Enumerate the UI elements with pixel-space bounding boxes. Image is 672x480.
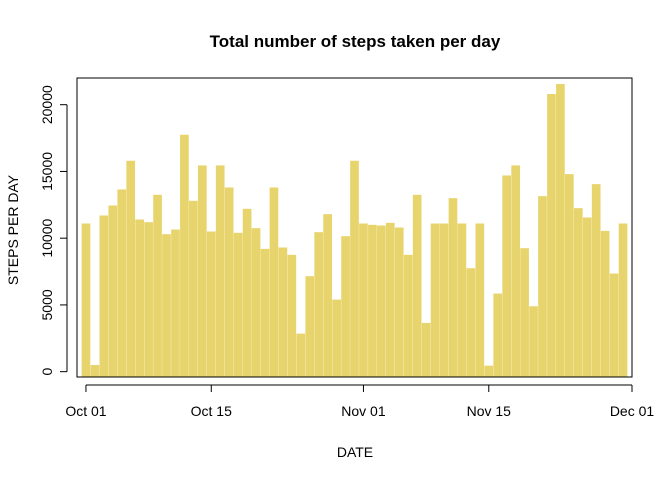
bar-2012-11-24: [565, 174, 574, 377]
bar-2012-10-03: [99, 215, 109, 377]
bar-2012-10-10: [162, 234, 171, 377]
bar-2012-11-06: [403, 254, 413, 377]
bar-2012-10-04: [108, 205, 118, 377]
bar-2012-11-16: [493, 293, 503, 377]
bar-2012-11-02: [368, 224, 377, 377]
x-axis-label: DATE: [337, 444, 373, 460]
bar-2012-11-21: [538, 196, 547, 377]
bar-2012-10-14: [197, 165, 207, 377]
bar-2012-10-19: [242, 208, 252, 377]
plot-area-border: [76, 77, 633, 378]
bar-2012-10-24: [287, 254, 297, 377]
x-tick-label-2012-11-15: Nov 15: [467, 403, 512, 419]
bar-2012-11-11: [448, 198, 458, 377]
x-tick-label-2012-11-01: Nov 01: [341, 403, 386, 419]
bar-2012-11-05: [394, 227, 404, 377]
bar-2012-11-08: [421, 322, 431, 377]
bar-2012-10-21: [260, 248, 270, 377]
bar-2012-11-13: [466, 268, 476, 377]
bar-2012-10-30: [341, 236, 350, 377]
bar-2012-10-01: [81, 223, 91, 377]
bar-2012-11-04: [385, 222, 395, 377]
bar-2012-11-18: [511, 165, 520, 377]
bar-2012-11-27: [591, 184, 601, 377]
y-tick-label-15000: 15000: [39, 152, 55, 191]
bar-2012-11-03: [377, 225, 386, 377]
bar-2012-10-07: [135, 219, 144, 377]
bar-2012-11-25: [573, 208, 583, 377]
bar-2012-10-15: [206, 231, 216, 377]
bar-2012-10-13: [189, 200, 198, 377]
bar-2012-11-07: [412, 194, 422, 377]
bar-2012-10-02: [90, 364, 100, 377]
chart-title: Total number of steps taken per day: [210, 32, 501, 51]
bar-2012-10-17: [224, 187, 234, 377]
bar-2012-11-29: [609, 273, 619, 377]
bars-group: [81, 84, 628, 378]
bar-2012-10-27: [314, 232, 324, 377]
y-axis-label: STEPS PER DAY: [5, 174, 21, 285]
bar-2012-11-17: [502, 175, 512, 377]
bar-2012-11-20: [529, 306, 538, 377]
bar-2012-10-28: [323, 214, 332, 377]
x-tick-label-2012-12-01: Dec 01: [610, 403, 655, 419]
y-tick-label-20000: 20000: [39, 85, 55, 124]
y-axis: 0 5000 10000 15000 20000: [39, 85, 68, 376]
bar-2012-10-05: [117, 189, 127, 377]
bar-2012-10-11: [171, 229, 180, 377]
bar-2012-10-22: [269, 187, 279, 377]
bar-2012-11-28: [600, 230, 610, 377]
bar-2012-11-26: [582, 217, 592, 377]
bar-2012-11-10: [439, 223, 449, 377]
bar-2012-10-29: [332, 299, 341, 377]
bar-2012-11-15: [484, 365, 494, 377]
x-axis: Oct 01 Oct 15 Nov 01 Nov 15 Dec 01: [65, 384, 655, 419]
bar-2012-11-23: [556, 84, 565, 377]
y-tick-label-10000: 10000: [39, 219, 55, 258]
bar-2012-10-09: [153, 194, 162, 377]
bar-2012-11-12: [457, 223, 467, 377]
bar-2012-10-25: [296, 333, 306, 377]
y-tick-label-0: 0: [39, 368, 55, 376]
bar-2012-11-14: [475, 223, 485, 377]
bar-2012-11-19: [520, 248, 529, 377]
y-tick-label-5000: 5000: [39, 289, 55, 320]
bar-2012-11-01: [359, 223, 368, 377]
bar-2012-10-16: [215, 165, 225, 377]
bar-2012-10-08: [144, 222, 153, 377]
bar-2012-11-22: [547, 94, 556, 378]
x-tick-label-2012-10-01: Oct 01: [65, 403, 106, 419]
bar-2012-10-23: [278, 247, 288, 377]
bar-2012-11-30: [618, 223, 628, 377]
bar-2012-10-12: [180, 134, 189, 377]
bar-2012-10-26: [305, 276, 315, 377]
x-tick-label-2012-10-15: Oct 15: [191, 403, 232, 419]
bar-2012-10-06: [126, 160, 136, 377]
bar-2012-10-18: [233, 232, 243, 377]
bar-2012-11-09: [430, 223, 440, 377]
bar-2012-10-20: [251, 228, 261, 377]
bar-2012-10-31: [350, 160, 359, 377]
